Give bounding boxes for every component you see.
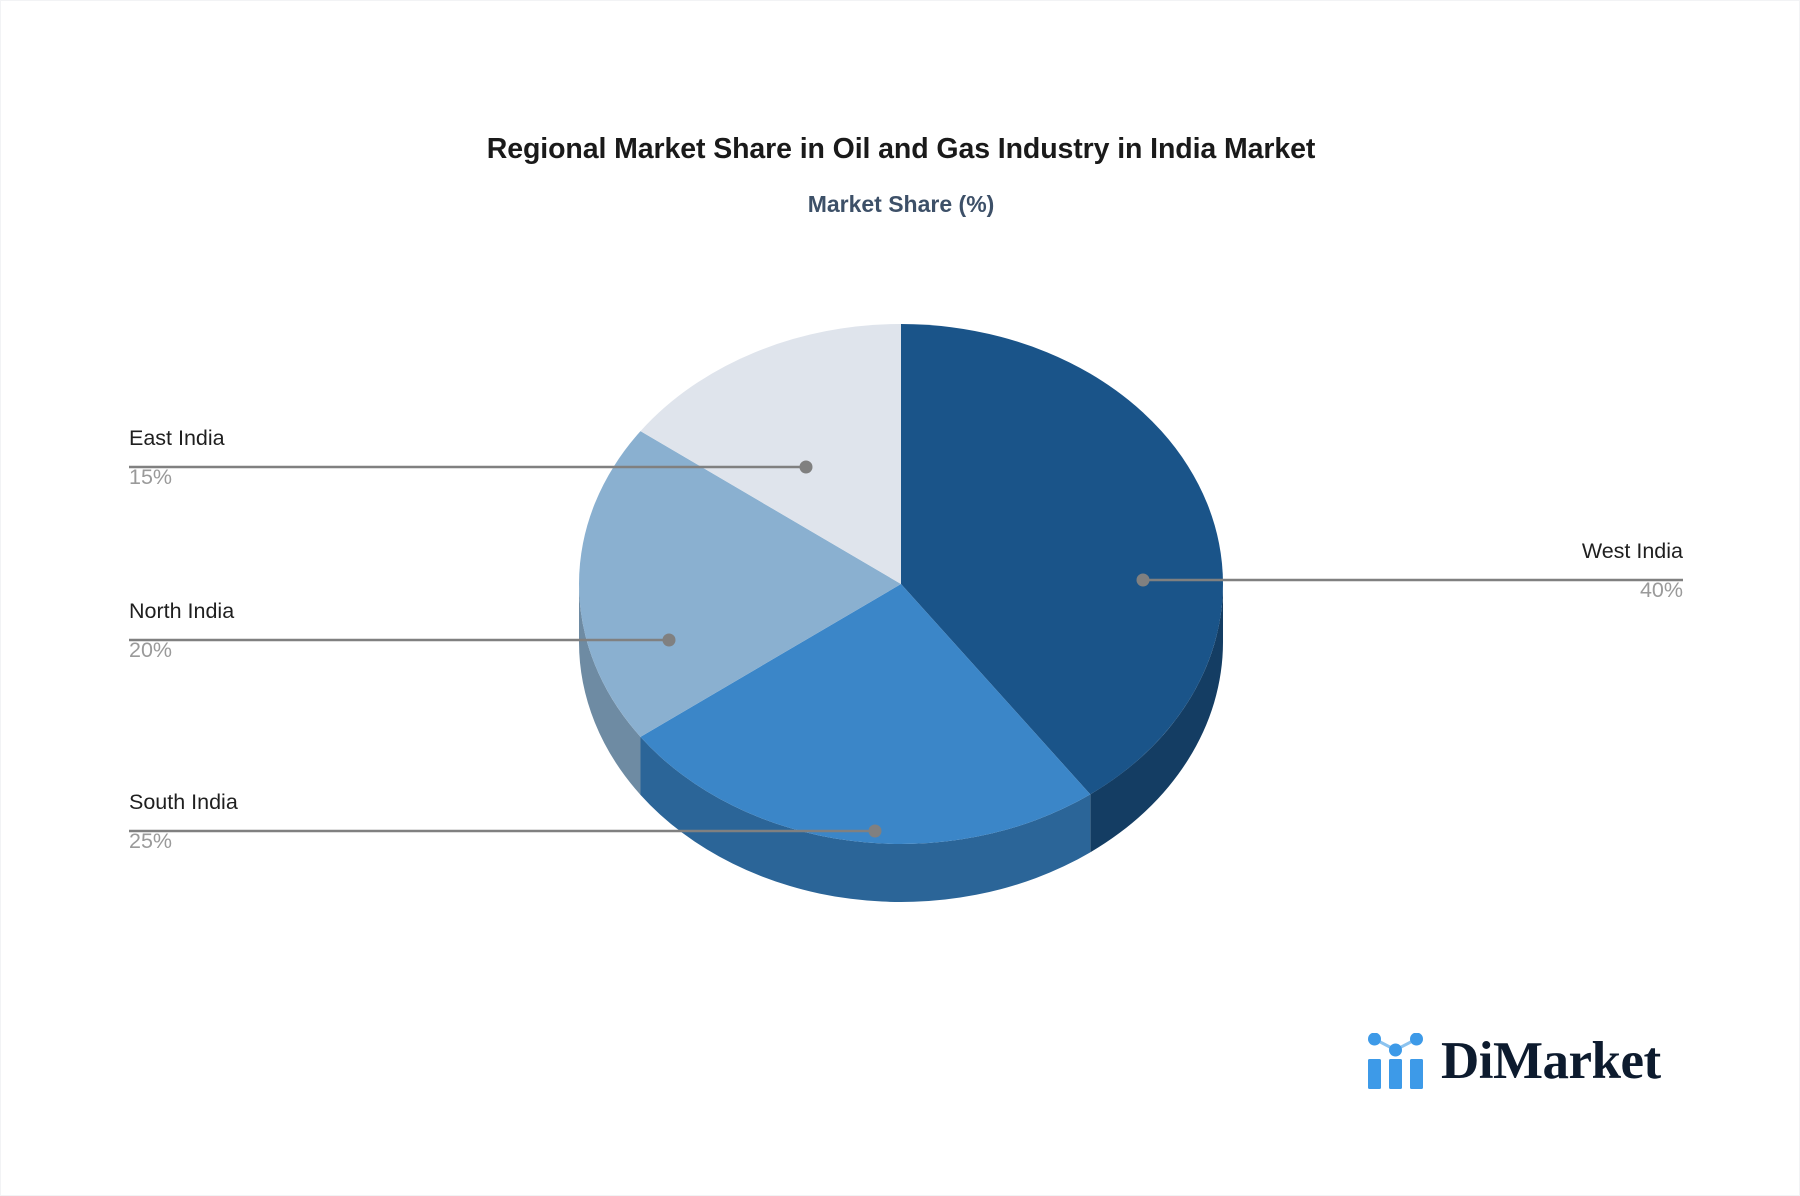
pie-slice-north-india[interactable] bbox=[579, 431, 901, 737]
bar-chart-line-icon bbox=[1368, 1033, 1423, 1089]
pie-slice-east-india[interactable] bbox=[640, 324, 902, 584]
brand-name: DiMarket bbox=[1441, 1031, 1661, 1090]
callout-north-india-label: North India bbox=[129, 599, 235, 623]
connector-dot-west bbox=[1136, 573, 1150, 587]
pie-slice-west-india[interactable] bbox=[901, 324, 1223, 795]
callout-west-india-value: 40% bbox=[1639, 578, 1683, 602]
callout-south-india[interactable]: South India 25% bbox=[129, 790, 459, 854]
callout-east-india-value: 15% bbox=[129, 465, 173, 489]
pie-side-south-india bbox=[640, 736, 1091, 902]
pie-top-face bbox=[579, 324, 1223, 844]
connector-dot-north bbox=[662, 633, 676, 647]
connector-dot-east bbox=[799, 460, 813, 474]
callout-south-india-value: 25% bbox=[129, 829, 173, 853]
callout-west-india[interactable]: West India 40% bbox=[1343, 539, 1683, 603]
callout-connector-dots bbox=[662, 460, 1150, 838]
pie-side-west-india bbox=[1090, 584, 1223, 853]
callout-leader-lines bbox=[129, 465, 1683, 833]
connector-dot-south bbox=[868, 824, 882, 838]
callout-north-india-value: 20% bbox=[129, 638, 173, 662]
callout-north-india[interactable]: North India 20% bbox=[129, 599, 459, 663]
callout-south-india-label: South India bbox=[129, 790, 238, 814]
callout-west-india-label: West India bbox=[1581, 539, 1683, 563]
chart-subtitle: Market Share (%) bbox=[807, 191, 995, 217]
callout-east-india[interactable]: East India 15% bbox=[129, 426, 459, 490]
brand-logo: DiMarket bbox=[1366, 1033, 1661, 1089]
callout-east-india-label: East India bbox=[129, 426, 225, 450]
pie-slice-south-india[interactable] bbox=[640, 584, 1091, 844]
pie-depth-walls bbox=[579, 584, 1223, 902]
pie-side-north-india bbox=[579, 584, 641, 795]
chart-title: Regional Market Share in Oil and Gas Ind… bbox=[486, 133, 1316, 165]
